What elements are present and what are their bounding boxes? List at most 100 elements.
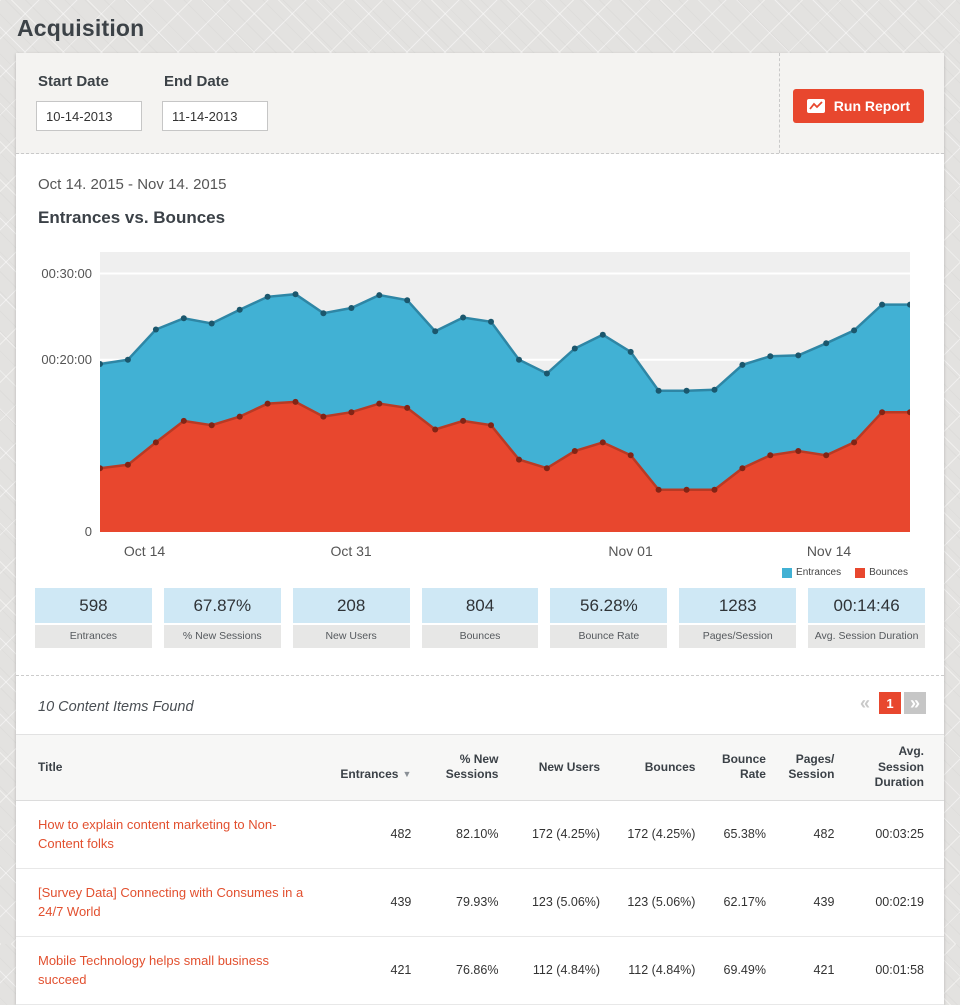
cell-new-sessions: 76.86%	[421, 936, 509, 1005]
stat-label: Bounces	[421, 625, 539, 648]
column-header-bounce-rate[interactable]: Bounce Rate	[705, 734, 776, 801]
chart-x-axis: Oct 14 Oct 31 Nov 01 Nov 14	[100, 543, 910, 567]
run-report-label: Run Report	[833, 98, 910, 114]
area-chart: 00:30:00 00:20:00 0	[41, 252, 913, 539]
x-tick-label: Oct 14	[123, 543, 166, 559]
stats-row: 598 Entrances 67.87% % New Sessions 208 …	[35, 588, 926, 648]
cell-bounces: 123 (5.06%)	[610, 868, 706, 937]
cell-bounce-rate: 69.49%	[705, 936, 776, 1005]
stat-box-avg-session-duration: 00:14:46 Avg. Session Duration	[808, 588, 926, 648]
column-header-title[interactable]: Title	[16, 734, 328, 801]
content-title-link[interactable]: How to explain content marketing to Non-…	[38, 816, 277, 852]
stat-label: New Users	[292, 625, 410, 648]
content-title-link[interactable]: [Survey Data] Connecting with Consumes i…	[38, 884, 304, 920]
filter-divider	[779, 53, 780, 153]
x-tick-label: Nov 14	[806, 543, 852, 559]
stat-box-new-sessions: 67.87% % New Sessions	[163, 588, 281, 648]
items-found-text: 10 Content Items Found	[38, 699, 194, 715]
column-header-avg-session-duration[interactable]: Avg. Session Duration	[844, 734, 944, 801]
content-title-link[interactable]: Mobile Technology helps small business s…	[38, 952, 269, 988]
stat-box-bounces: 804 Bounces	[421, 588, 539, 648]
cell-new-sessions: 79.93%	[421, 868, 509, 937]
page-title: Acquisition	[17, 15, 145, 41]
table-row: How to explain content marketing to Non-…	[16, 800, 944, 869]
legend-swatch-bounces-icon	[855, 567, 866, 578]
filter-bar: Start Date End Date Run Report	[16, 53, 944, 154]
column-header-entrances-label: Entrances	[340, 767, 399, 782]
chart-plot-area	[97, 252, 913, 532]
date-range-text: Oct 14. 2015 - Nov 14. 2015	[38, 176, 227, 193]
chart-y-axis: 00:30:00 00:20:00 0	[16, 252, 92, 539]
column-header-bounces[interactable]: Bounces	[610, 734, 706, 801]
stat-value: 598	[35, 588, 152, 623]
x-tick-label: Oct 31	[330, 543, 372, 559]
cell-pages-session: 439	[775, 868, 845, 937]
section-divider	[16, 675, 944, 676]
legend-label-bounces: Bounces	[869, 567, 908, 578]
pagination-page-1[interactable]: 1	[879, 692, 901, 714]
end-date-label: End Date	[164, 73, 230, 90]
cell-bounce-rate: 62.17%	[705, 868, 776, 937]
stat-value: 1283	[679, 588, 797, 623]
cell-pages-session: 482	[775, 800, 845, 869]
cell-entrances: 439	[327, 868, 422, 937]
y-tick-label: 00:20:00	[41, 351, 92, 367]
table-row: [Survey Data] Connecting with Consumes i…	[16, 868, 944, 937]
y-tick-label: 0	[84, 524, 92, 539]
column-header-entrances[interactable]: Entrances ▼	[327, 734, 422, 801]
column-header-new-sessions[interactable]: % New Sessions	[421, 734, 509, 801]
content-table: Title Entrances ▼ % New Sessions New User…	[16, 734, 944, 1005]
cell-entrances: 421	[327, 936, 422, 1005]
legend-swatch-entrances-icon	[782, 567, 793, 578]
start-date-input[interactable]	[36, 101, 142, 131]
cell-entrances: 482	[327, 800, 422, 869]
stat-label: % New Sessions	[163, 625, 281, 648]
legend-item-entrances: Entrances	[782, 567, 841, 578]
stat-value: 56.28%	[550, 588, 668, 623]
stat-label: Avg. Session Duration	[808, 625, 926, 648]
stat-value: 00:14:46	[808, 588, 926, 623]
stat-label: Pages/Session	[679, 625, 797, 648]
chart-title: Entrances vs. Bounces	[38, 208, 226, 227]
end-date-input[interactable]	[162, 101, 268, 131]
stat-label: Bounce Rate	[550, 625, 668, 648]
pagination: « 1 »	[854, 692, 926, 714]
cell-new-sessions: 82.10%	[421, 800, 509, 869]
stat-box-pages-session: 1283 Pages/Session	[679, 588, 797, 648]
table-header-row: Title Entrances ▼ % New Sessions New User…	[16, 734, 944, 801]
stat-label: Entrances	[35, 625, 152, 648]
stat-value: 67.87%	[163, 588, 281, 623]
cell-new-users: 112 (4.84%)	[508, 936, 611, 1005]
stat-box-entrances: 598 Entrances	[35, 588, 152, 648]
cell-bounces: 172 (4.25%)	[610, 800, 706, 869]
start-date-field: Start Date	[36, 67, 142, 131]
chart-legend: Entrances Bounces	[16, 567, 908, 578]
column-header-new-users[interactable]: New Users	[508, 734, 611, 801]
pagination-next-icon[interactable]: »	[904, 692, 926, 714]
legend-item-bounces: Bounces	[855, 567, 908, 578]
stat-value: 804	[421, 588, 539, 623]
cell-bounce-rate: 65.38%	[705, 800, 776, 869]
run-report-button[interactable]: Run Report	[792, 89, 924, 123]
cell-avg-session-duration: 00:02:19	[844, 868, 944, 937]
sort-desc-icon: ▼	[402, 769, 412, 780]
table-row: Mobile Technology helps small business s…	[16, 936, 944, 1005]
pagination-prev-icon[interactable]: «	[859, 692, 870, 713]
line-chart-icon	[806, 99, 825, 113]
cell-pages-session: 421	[775, 936, 845, 1005]
y-tick-label: 00:30:00	[41, 265, 92, 281]
report-card: Start Date End Date Run Report Oct 14. 2…	[16, 53, 944, 1005]
cell-bounces: 112 (4.84%)	[610, 936, 706, 1005]
x-tick-label: Nov 01	[608, 543, 653, 559]
column-header-pages-session[interactable]: Pages/ Session	[775, 734, 845, 801]
content-header: 10 Content Items Found « 1 »	[16, 676, 944, 734]
stat-value: 208	[292, 588, 410, 623]
start-date-label: Start Date	[38, 73, 109, 90]
cell-new-users: 123 (5.06%)	[508, 868, 611, 937]
cell-avg-session-duration: 00:03:25	[844, 800, 944, 869]
cell-new-users: 172 (4.25%)	[508, 800, 611, 869]
cell-avg-session-duration: 00:01:58	[844, 936, 944, 1005]
stat-box-bounce-rate: 56.28% Bounce Rate	[550, 588, 668, 648]
legend-label-entrances: Entrances	[796, 567, 842, 578]
end-date-field: End Date	[162, 67, 268, 131]
